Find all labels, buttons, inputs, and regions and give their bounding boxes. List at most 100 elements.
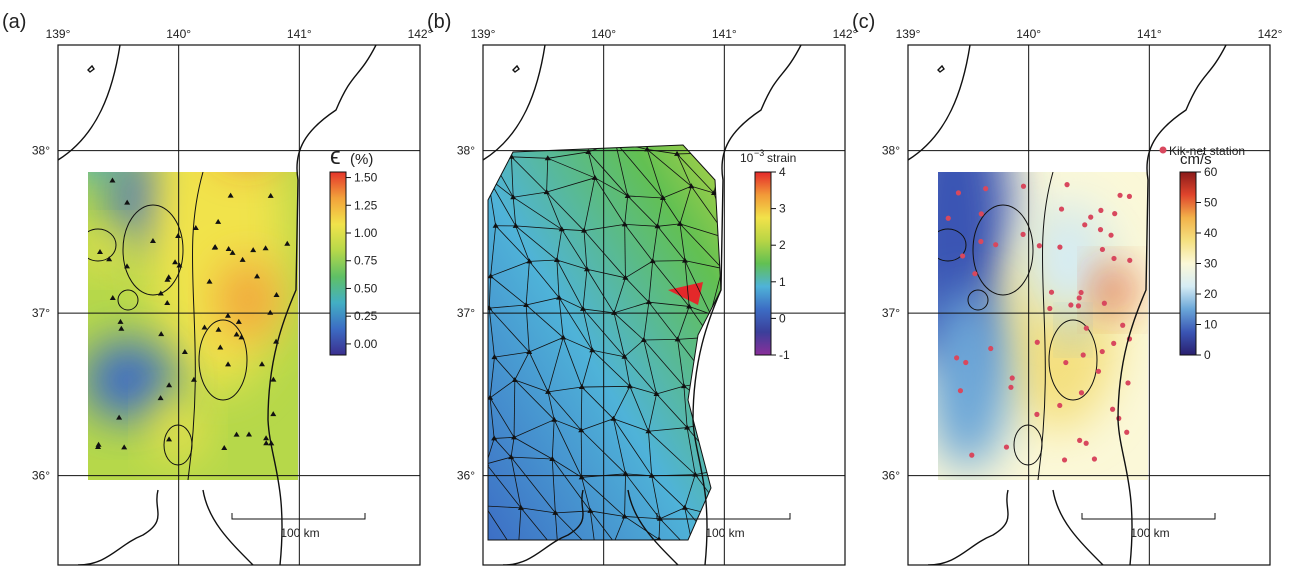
colorbar [755,172,771,355]
station [946,216,951,221]
lon-tick-label: 141° [712,27,737,41]
station [1125,380,1130,385]
lon-tick-label: 139° [471,27,496,41]
station [1098,227,1103,232]
station [1078,290,1083,295]
field-blob [58,60,138,180]
panel-label: (c) [852,11,875,33]
station [1079,390,1084,395]
lat-tick-label: 37° [32,306,50,320]
scalebar-label: 100 km [280,526,319,540]
station [1057,245,1062,250]
station [726,416,732,421]
station [979,211,984,216]
panel-label: (a) [2,11,26,33]
station [1088,215,1093,220]
colorbar-tick-label: 40 [1204,226,1218,240]
tri-edge [694,553,721,555]
station [1127,258,1132,263]
station [691,552,697,557]
station [1037,243,1042,248]
colorbar-tick-label: 1 [779,275,786,289]
lat-tick-label: 37° [457,306,475,320]
legend-marker [1160,147,1167,154]
colorbar-tick-label: 2 [779,238,786,252]
coastline [908,45,970,160]
map-panel: (a)139°140°141°142°38°37°36°100 km1.501.… [2,11,433,565]
station [1047,306,1052,311]
colorbar-base: 10 [740,151,754,165]
station [1077,295,1082,300]
station [485,175,491,180]
map-area [893,45,1226,565]
station [958,388,963,393]
station [707,379,713,384]
station [1076,303,1081,308]
station [1084,326,1089,331]
field-blob [1095,268,1131,312]
lon-tick-label: 139° [46,27,71,41]
lon-tick-label: 139° [896,27,921,41]
station [1082,222,1087,227]
colorbar-tick-label: 0.00 [354,337,378,351]
lon-tick-label: 140° [591,27,616,41]
colorbar-tick-label: 3 [779,202,786,216]
station [1108,233,1113,238]
station [708,334,714,339]
lat-tick-label: 38° [457,144,475,158]
lon-tick-label: 142° [1258,27,1283,41]
field-blob [928,290,1008,470]
colorbar-tick-label: 0.75 [354,254,378,268]
station [719,550,725,555]
station [1111,341,1116,346]
station [1100,349,1105,354]
colorbar-tick-label: 0.25 [354,309,378,323]
station [1077,438,1082,443]
colorbar [1180,172,1196,355]
coastline [88,66,94,72]
station [1084,441,1089,446]
station [1112,211,1117,216]
station [725,515,731,520]
colorbar-tick-label: 1.25 [354,198,378,212]
station [726,236,732,241]
lon-tick-label: 140° [1016,27,1041,41]
station [612,139,618,144]
colorbar-tick-label: 50 [1204,196,1218,210]
station [969,453,974,458]
map-area [482,45,801,565]
station [983,186,988,191]
tri-edge [659,539,694,554]
contour [1075,68,1111,152]
station [993,242,998,247]
station [1117,193,1122,198]
field-blob [148,70,288,390]
station [1004,444,1009,449]
station [1021,184,1026,189]
colorbar-tick-label: 1.00 [354,226,378,240]
tri-edge [485,464,486,506]
station [1111,256,1116,261]
lat-tick-label: 38° [32,144,50,158]
station [963,360,968,365]
station [1110,407,1115,412]
tri-edge [485,539,518,557]
field-blob [83,340,173,420]
station [1064,182,1069,187]
field-blob [153,400,203,460]
coastline [938,66,944,72]
colorbar-tick-label: 10 [1204,318,1218,332]
station [1096,369,1101,374]
lat-tick-label: 36° [32,469,50,483]
colorbar-tick-label: 20 [1204,287,1218,301]
colorbar-tick-label: 4 [779,165,786,179]
tri-edge [710,382,729,419]
lon-tick-label: 140° [166,27,191,41]
station [1049,290,1054,295]
station [956,190,961,195]
field-blob [78,230,128,270]
station [1035,340,1040,345]
station [1124,430,1129,435]
scalebar [232,513,365,519]
